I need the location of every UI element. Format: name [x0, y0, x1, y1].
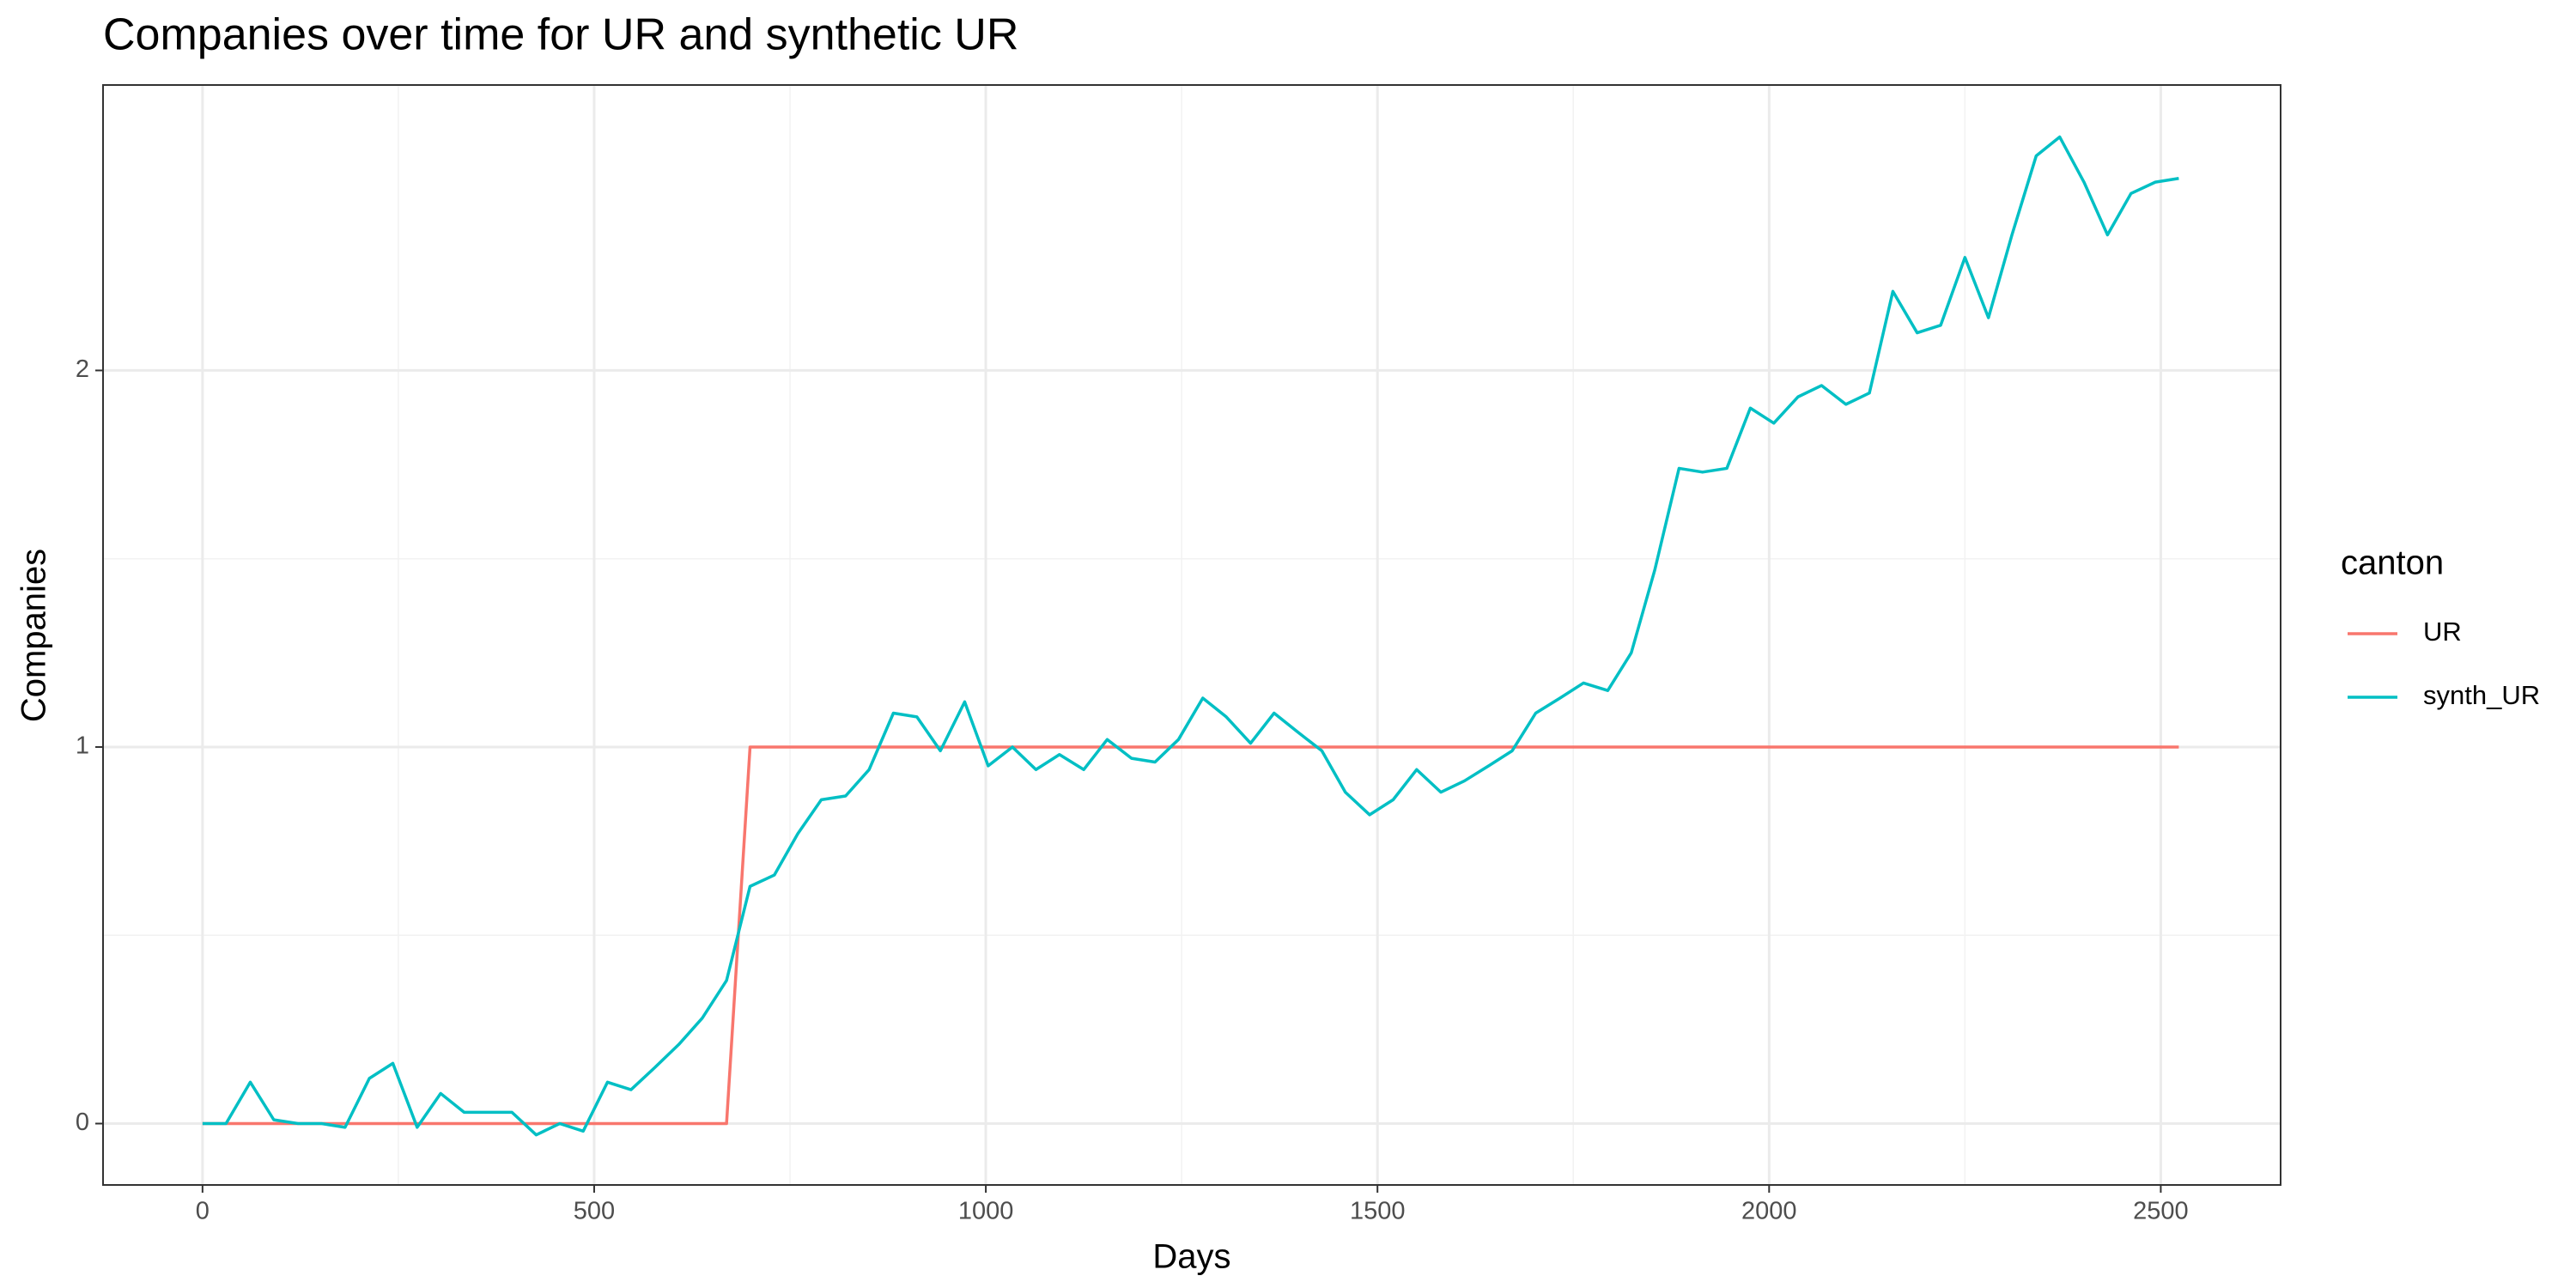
x-axis-label: Days	[1152, 1238, 1230, 1276]
panel-border	[102, 84, 2281, 1186]
legend-title: canton	[2341, 544, 2444, 582]
x-tick-label: 2000	[1741, 1198, 1797, 1225]
grid	[103, 85, 2281, 1185]
lines	[202, 135, 2179, 1137]
chart-title: Companies over time for UR and synthetic…	[103, 10, 1018, 60]
x-tick-label: 500	[574, 1198, 615, 1225]
series-line	[202, 745, 2179, 1126]
legend-label: UR	[2423, 617, 2462, 647]
y-axis-label: Companies	[15, 549, 53, 722]
x-tick-label: 1500	[1350, 1198, 1406, 1225]
x-tick-label: 1000	[958, 1198, 1014, 1225]
y-tick-label: 2	[76, 355, 89, 383]
x-tick-label: 2500	[2133, 1198, 2189, 1225]
y-tick-label: 0	[76, 1109, 89, 1136]
y-tick-label: 1	[76, 732, 89, 760]
x-tick-label: 0	[196, 1198, 210, 1225]
series-line	[202, 135, 2179, 1137]
legend-label: synth_UR	[2423, 680, 2540, 710]
